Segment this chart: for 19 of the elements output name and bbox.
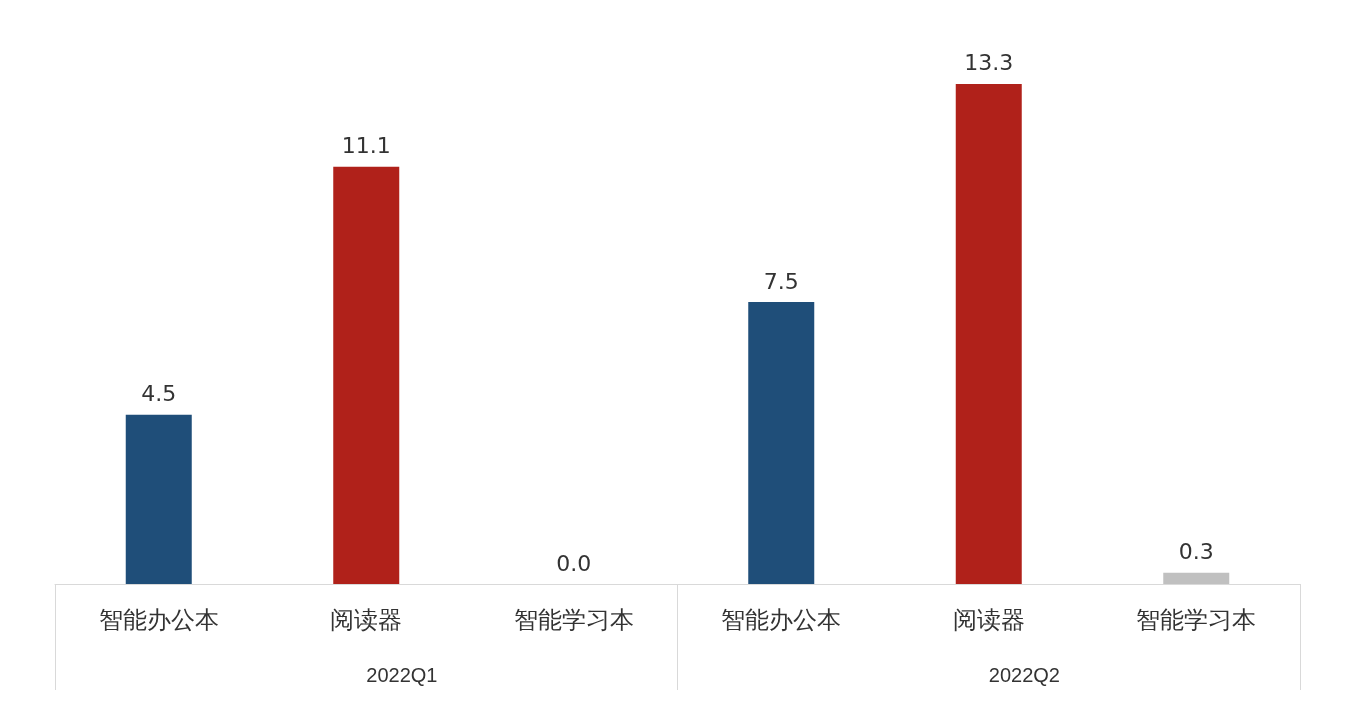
data-label: 7.5 — [763, 268, 799, 294]
x-tick-label: 阅读器 — [330, 606, 403, 634]
bar — [333, 166, 400, 584]
data-label: 0.3 — [1178, 539, 1214, 565]
data-label: 11.1 — [341, 133, 391, 159]
bar — [748, 302, 815, 584]
x-tick-label: 阅读器 — [952, 606, 1025, 634]
x-tick-label: 智能办公本 — [721, 606, 842, 634]
text: 2022Q1 — [366, 664, 438, 686]
text: 2022Q2 — [988, 664, 1060, 686]
x-tick-label: 智能学习本 — [513, 606, 634, 634]
bar — [1163, 572, 1230, 584]
x-tick-label: 智能办公本 — [98, 606, 219, 634]
data-label: 0.0 — [556, 550, 592, 576]
data-label: 13.3 — [964, 50, 1014, 76]
x-tick-label: 智能学习本 — [1136, 606, 1257, 634]
bar — [955, 83, 1022, 584]
data-label: 4.5 — [141, 381, 177, 407]
bar — [125, 414, 192, 584]
